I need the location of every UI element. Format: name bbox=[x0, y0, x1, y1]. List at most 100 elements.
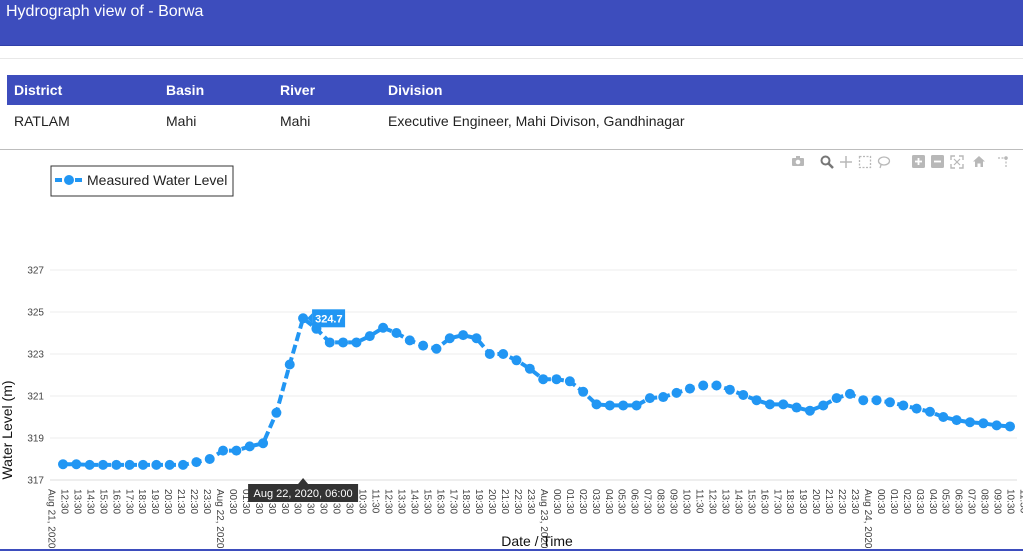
data-point[interactable] bbox=[231, 445, 242, 456]
data-point[interactable] bbox=[404, 335, 415, 346]
home-icon[interactable] bbox=[971, 155, 987, 171]
lasso-icon[interactable] bbox=[876, 155, 892, 171]
data-point[interactable] bbox=[844, 388, 855, 399]
camera-icon[interactable] bbox=[790, 155, 806, 171]
data-point[interactable] bbox=[884, 397, 895, 408]
table-row: RATLAM Mahi Mahi Executive Engineer, Mah… bbox=[7, 105, 1023, 137]
data-point[interactable] bbox=[244, 441, 255, 452]
data-point[interactable] bbox=[191, 457, 202, 468]
header-bar: Hydrograph view of - Borwa bbox=[0, 0, 1023, 46]
column-header-basin: Basin bbox=[159, 75, 273, 105]
data-point[interactable] bbox=[724, 384, 735, 395]
data-point[interactable] bbox=[458, 330, 469, 341]
data-point[interactable] bbox=[471, 333, 482, 344]
data-point[interactable] bbox=[978, 418, 989, 429]
zoom-in-icon[interactable] bbox=[910, 155, 926, 171]
data-point[interactable] bbox=[644, 393, 655, 404]
data-point[interactable] bbox=[324, 337, 335, 348]
x-tick-label: 17:30 bbox=[447, 489, 458, 514]
data-point[interactable] bbox=[964, 417, 975, 428]
data-point[interactable] bbox=[684, 383, 695, 394]
data-point[interactable] bbox=[804, 405, 815, 416]
series-line[interactable] bbox=[63, 316, 1011, 467]
series-measured-water-level[interactable] bbox=[58, 313, 1015, 470]
data-point[interactable] bbox=[911, 403, 922, 414]
data-point[interactable] bbox=[591, 399, 602, 410]
data-point[interactable] bbox=[98, 459, 109, 470]
data-point[interactable] bbox=[938, 412, 949, 422]
data-point[interactable] bbox=[258, 438, 269, 449]
data-point[interactable] bbox=[898, 400, 909, 411]
x-tick-label: 21:30 bbox=[499, 489, 510, 514]
data-point[interactable] bbox=[338, 337, 349, 348]
data-point[interactable] bbox=[178, 459, 189, 470]
data-point[interactable] bbox=[431, 343, 442, 354]
data-point[interactable] bbox=[578, 386, 589, 397]
data-point[interactable] bbox=[84, 459, 95, 470]
data-point[interactable] bbox=[991, 420, 1002, 431]
data-point[interactable] bbox=[551, 374, 562, 385]
data-point[interactable] bbox=[444, 333, 455, 344]
data-point[interactable] bbox=[124, 459, 135, 470]
spike-lines-icon[interactable] bbox=[995, 155, 1011, 171]
data-point[interactable] bbox=[738, 389, 749, 400]
x-tick-label: 15:30 bbox=[97, 489, 108, 514]
data-point[interactable] bbox=[671, 387, 682, 398]
data-point[interactable] bbox=[1005, 421, 1015, 432]
data-point[interactable] bbox=[58, 459, 68, 470]
data-point[interactable] bbox=[511, 355, 522, 366]
data-point[interactable] bbox=[164, 459, 175, 470]
data-point[interactable] bbox=[631, 400, 642, 411]
data-point[interactable] bbox=[951, 415, 962, 426]
data-point[interactable] bbox=[364, 331, 375, 342]
data-point[interactable] bbox=[498, 349, 509, 359]
data-point[interactable] bbox=[604, 400, 615, 411]
x-tick-label: 22:30 bbox=[188, 489, 199, 514]
data-point[interactable] bbox=[151, 459, 162, 470]
x-tick-label: 20:30 bbox=[810, 489, 821, 514]
data-point[interactable] bbox=[378, 322, 389, 333]
data-point[interactable] bbox=[818, 400, 829, 411]
data-point[interactable] bbox=[778, 399, 789, 410]
tooltip-x-box bbox=[248, 484, 359, 502]
data-point[interactable] bbox=[298, 313, 309, 324]
cell-division: Executive Engineer, Mahi Divison, Gandhi… bbox=[388, 113, 685, 129]
pan-icon[interactable] bbox=[838, 155, 854, 171]
data-point[interactable] bbox=[564, 376, 575, 387]
x-tick-label: 13:30 bbox=[71, 489, 82, 514]
y-tick-label: 323 bbox=[27, 350, 44, 361]
autoscale-icon[interactable] bbox=[949, 155, 965, 171]
zoom-out-icon[interactable] bbox=[929, 155, 945, 171]
box-select-icon[interactable] bbox=[857, 155, 873, 171]
data-point[interactable] bbox=[698, 380, 709, 391]
data-point[interactable] bbox=[658, 392, 669, 403]
data-point[interactable] bbox=[351, 337, 362, 348]
zoom-icon[interactable] bbox=[819, 155, 835, 171]
data-point[interactable] bbox=[218, 445, 229, 456]
x-tick-label: 10:30 bbox=[1005, 489, 1016, 514]
data-point[interactable] bbox=[711, 380, 722, 391]
x-tick-label: 01:30 bbox=[888, 489, 899, 514]
data-point[interactable] bbox=[204, 454, 215, 464]
data-point[interactable] bbox=[138, 459, 149, 470]
data-point[interactable] bbox=[524, 363, 535, 374]
data-point[interactable] bbox=[764, 399, 775, 410]
data-point[interactable] bbox=[391, 328, 402, 338]
cell-river: Mahi bbox=[280, 113, 311, 129]
data-point[interactable] bbox=[538, 374, 549, 385]
data-point[interactable] bbox=[924, 406, 935, 417]
data-point[interactable] bbox=[418, 340, 429, 351]
legend[interactable]: Measured Water Level bbox=[50, 165, 234, 197]
data-point[interactable] bbox=[858, 395, 869, 406]
data-point[interactable] bbox=[618, 400, 629, 411]
data-point[interactable] bbox=[71, 459, 82, 470]
data-point[interactable] bbox=[831, 393, 842, 404]
data-point[interactable] bbox=[111, 459, 122, 470]
data-point[interactable] bbox=[751, 395, 762, 406]
divider bbox=[0, 58, 1023, 59]
data-point[interactable] bbox=[791, 402, 802, 413]
data-point[interactable] bbox=[284, 359, 295, 370]
data-point[interactable] bbox=[271, 407, 282, 418]
data-point[interactable] bbox=[871, 395, 882, 406]
data-point[interactable] bbox=[484, 349, 495, 359]
